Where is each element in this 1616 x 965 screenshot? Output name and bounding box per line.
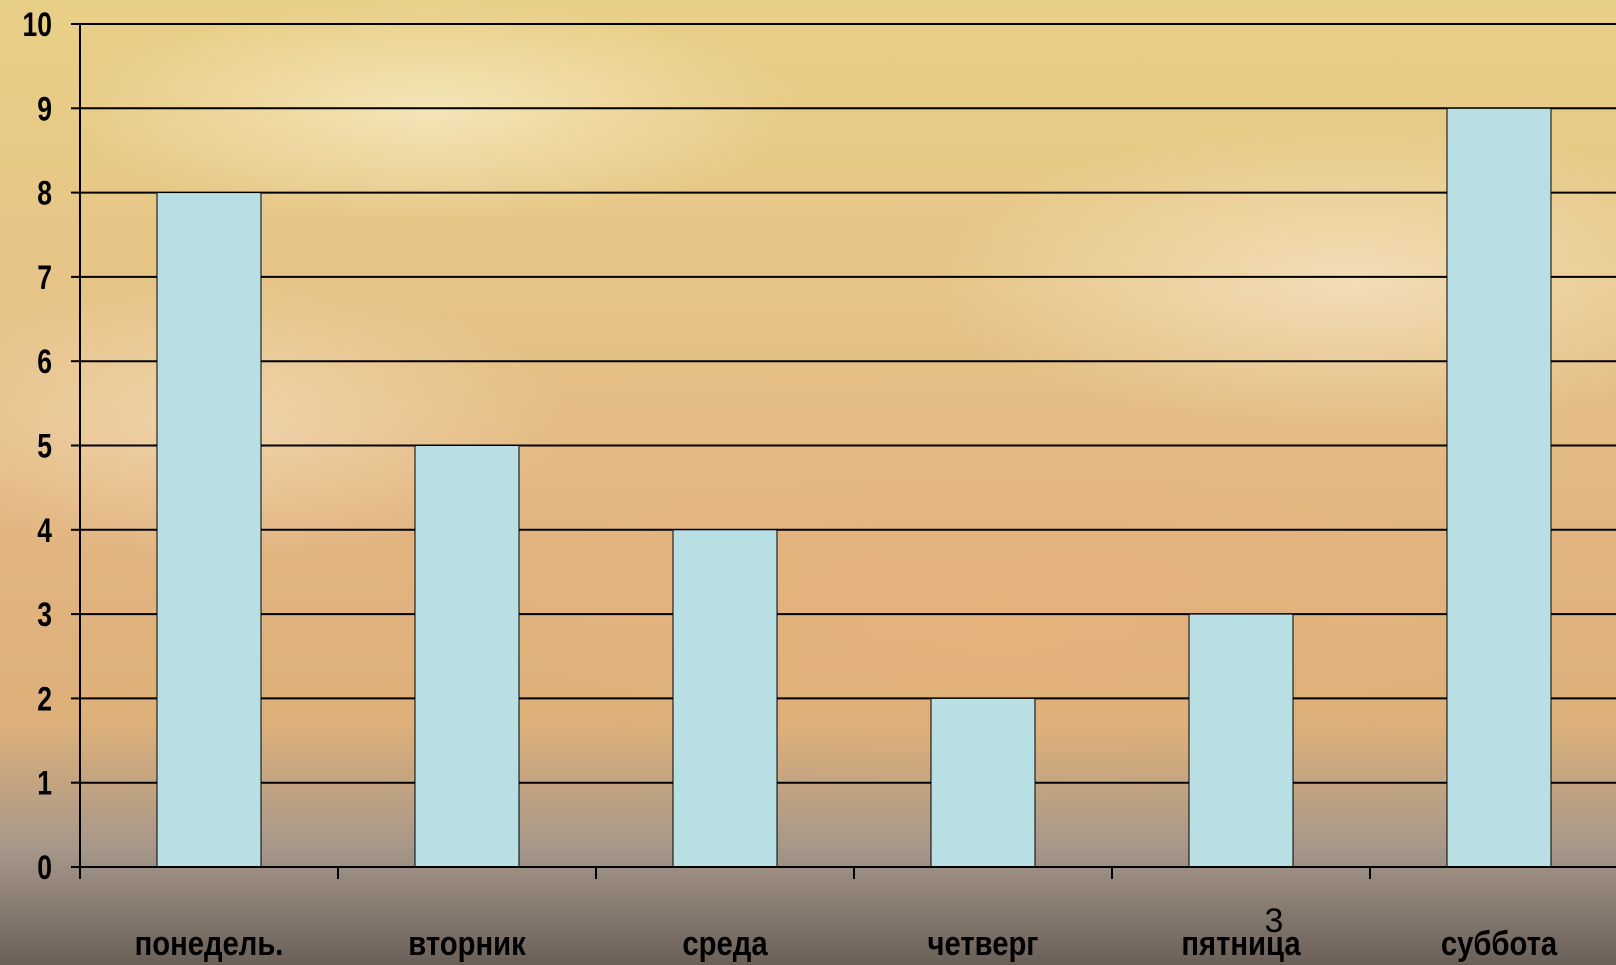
x-tick-label: суббота [1441,924,1558,963]
bar-6 [1446,107,1552,868]
axes [71,23,1616,879]
y-tick-labels: 0 1 2 3 4 5 6 7 8 9 10 [22,6,52,887]
x-tick-label: понедель. [135,924,284,963]
y-tick-label: 1 [37,765,52,803]
gridlines [80,23,1616,784]
bar-2 [414,445,520,868]
bar-5 [1188,613,1294,868]
bar-1 [156,192,262,868]
y-tick-label: 2 [37,680,52,718]
y-tick-label: 6 [37,343,52,381]
x-tick-labels: понедель. вторник среда четверг пятница суббо… [135,924,1558,963]
y-tick-label: 5 [37,427,52,465]
x-tick-label: пятница [1181,924,1301,963]
y-tick-label: 9 [37,90,52,128]
bars [156,107,1552,868]
bar-4 [930,697,1036,868]
y-tick-label: 8 [37,174,52,212]
y-tick-label: 4 [37,512,52,550]
x-tick-label: четверг [927,924,1038,963]
x-tick-label: среда [682,924,767,963]
slide-number: 3 [1265,902,1284,940]
bar-3 [672,529,778,868]
y-tick-label: 3 [37,596,52,634]
y-tick-label: 10 [22,6,52,44]
x-tick-label: вторник [408,924,526,963]
y-tick-label: 7 [37,259,52,297]
y-tick-label: 0 [37,849,52,887]
